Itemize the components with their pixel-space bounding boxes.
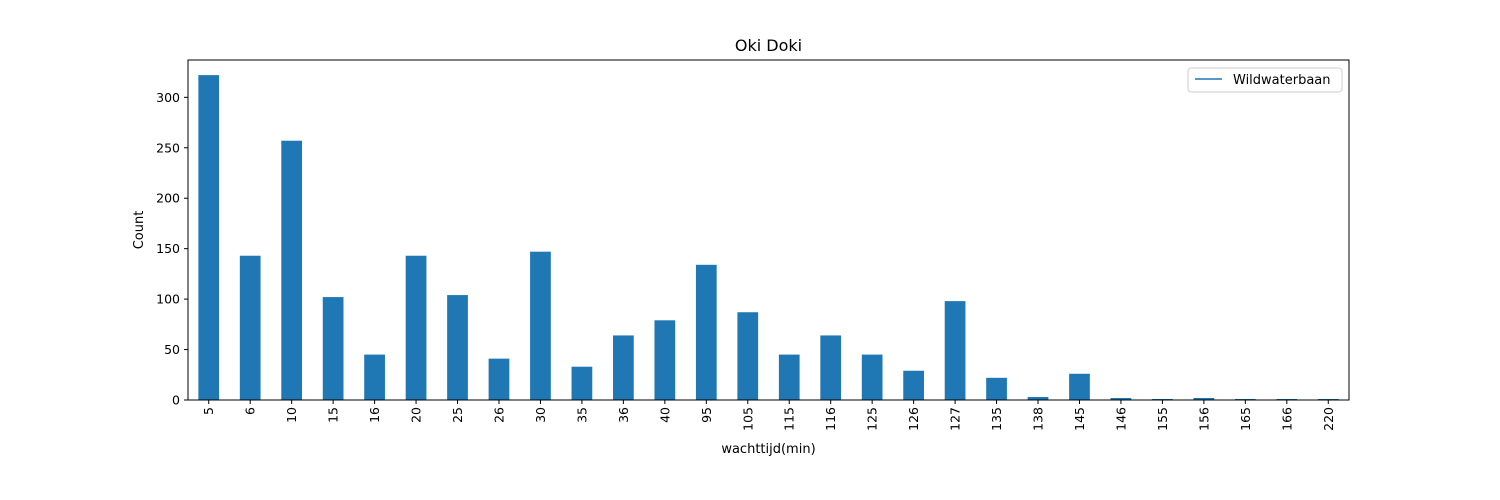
bar-105 (737, 312, 759, 400)
bar-10 (281, 140, 303, 400)
bar-95 (695, 264, 717, 400)
x-tick-label: 95 (699, 407, 714, 423)
bar-116 (820, 335, 842, 400)
bar-138 (1027, 396, 1049, 400)
x-tick-label: 127 (948, 407, 963, 431)
bar-166 (1276, 398, 1298, 400)
x-tick-label: 135 (989, 407, 1004, 431)
x-tick-label: 40 (657, 407, 672, 423)
x-tick-label: 25 (450, 407, 465, 423)
x-tick-label: 145 (1072, 407, 1087, 431)
x-tick-label: 20 (409, 407, 424, 423)
x-tick-label: 165 (1238, 407, 1253, 431)
x-tick-label: 10 (284, 407, 299, 423)
y-tick-label: 300 (156, 90, 180, 105)
x-tick-label: 16 (367, 407, 382, 423)
bar-156 (1193, 397, 1215, 400)
x-tick-label: 126 (906, 407, 921, 431)
chart-title: Oki Doki (735, 36, 802, 55)
legend-box (1187, 67, 1343, 93)
bar-6 (239, 255, 261, 400)
y-tick-label: 50 (164, 342, 180, 357)
x-tick-label: 146 (1113, 407, 1128, 431)
y-axis: 0 50 100 150 200 250 300 (156, 90, 188, 408)
legend: Wildwaterbaan (1187, 67, 1343, 93)
bar-35 (571, 366, 593, 400)
x-tick-label: 138 (1031, 407, 1046, 431)
bar-165 (1234, 398, 1256, 400)
x-tick-label: 220 (1321, 407, 1336, 431)
x-tick-label: 5 (201, 407, 216, 415)
x-tick-label: 30 (533, 407, 548, 423)
legend-label: Wildwaterbaan (1233, 73, 1331, 88)
bar-15 (322, 297, 344, 400)
bar-135 (986, 377, 1007, 400)
y-tick-label: 100 (156, 292, 180, 307)
bar-126 (903, 370, 924, 400)
x-axis-label: wachttijd(min) (721, 442, 815, 457)
bar-5 (198, 75, 220, 400)
y-tick-label: 200 (156, 191, 180, 206)
x-tick-label: 15 (326, 407, 341, 423)
bar-40 (654, 320, 676, 400)
bar-115 (778, 354, 800, 400)
x-axis: 5 6 10 15 16 20 25 26 30 35 36 40 95 105 115 116 125 126 1… (201, 400, 1336, 431)
bar-25 (447, 295, 468, 400)
x-tick-label: 156 (1196, 407, 1211, 431)
x-tick-label: 155 (1155, 407, 1170, 431)
bars-group (198, 75, 1339, 400)
x-tick-label: 166 (1279, 407, 1294, 431)
bar-155 (1152, 398, 1173, 400)
y-tick-label: 150 (156, 241, 180, 256)
bar-20 (405, 255, 427, 400)
x-tick-label: 35 (574, 407, 589, 423)
x-tick-label: 115 (782, 407, 797, 431)
x-tick-label: 6 (243, 407, 258, 415)
bar-16 (364, 354, 385, 400)
y-tick-label: 250 (156, 140, 180, 155)
bar-127 (944, 301, 966, 400)
bar-145 (1069, 373, 1090, 400)
bar-30 (530, 251, 551, 400)
x-tick-label: 125 (865, 407, 880, 431)
bar-26 (488, 358, 510, 400)
plot-frame (187, 59, 1350, 401)
bar-220 (1317, 398, 1339, 400)
bar-125 (861, 354, 883, 400)
bar-146 (1110, 397, 1132, 400)
bar-36 (613, 335, 634, 400)
y-tick-label: 0 (172, 393, 180, 408)
x-tick-label: 105 (740, 407, 755, 431)
y-axis-label: Count (132, 211, 147, 250)
x-tick-label: 26 (491, 407, 506, 423)
x-tick-label: 116 (823, 407, 838, 431)
x-tick-label: 36 (616, 407, 631, 423)
